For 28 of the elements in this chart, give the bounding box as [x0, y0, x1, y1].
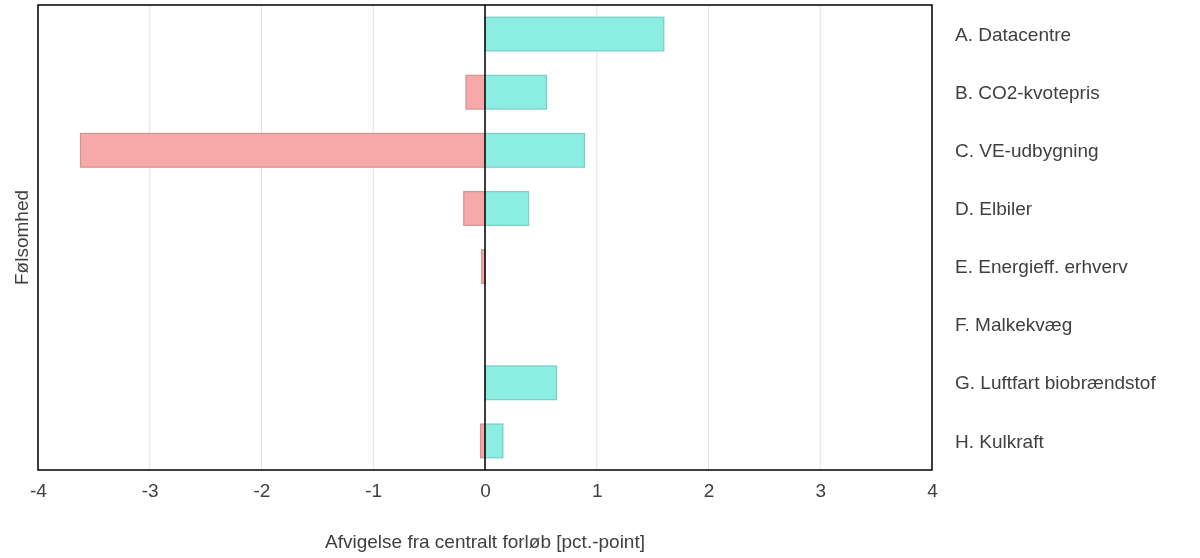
y-tick-label: G. Luftfart biobrændstof [955, 372, 1157, 394]
bar [465, 74, 486, 110]
bar [484, 423, 504, 459]
y-tick-label: A. Datacentre [955, 23, 1072, 45]
bar [484, 190, 530, 226]
x-tick-label: 1 [591, 480, 603, 502]
bar [484, 132, 586, 168]
y-tick-label: E. Energieff. erhverv [955, 256, 1129, 278]
y-tick-label: B. CO2-kvotepris [955, 81, 1100, 103]
x-tick-label: -3 [141, 480, 159, 502]
x-tick-label: -4 [30, 480, 48, 502]
x-tick-label: 3 [815, 480, 827, 502]
y-axis-title: Følsomhed [11, 189, 32, 286]
y-tick-label: F. Malkekvæg [955, 314, 1073, 336]
x-axis-title: Afvigelse fra centralt forløb [pct.-point] [325, 531, 645, 552]
bar [484, 365, 558, 401]
y-tick-label: H. Kulkraft [955, 430, 1045, 452]
x-tick-label: 4 [927, 480, 939, 502]
x-tick-label: 0 [480, 480, 491, 502]
y-tick-label: D. Elbiler [955, 198, 1033, 220]
bar [484, 16, 665, 52]
x-tick-label: -2 [253, 480, 271, 502]
bar [484, 74, 548, 110]
bar [79, 132, 486, 168]
y-tick-label: C. VE-udbygning [955, 139, 1099, 161]
x-tick-label: -1 [365, 480, 383, 502]
bar [463, 190, 486, 226]
x-tick-label: 2 [703, 480, 715, 502]
